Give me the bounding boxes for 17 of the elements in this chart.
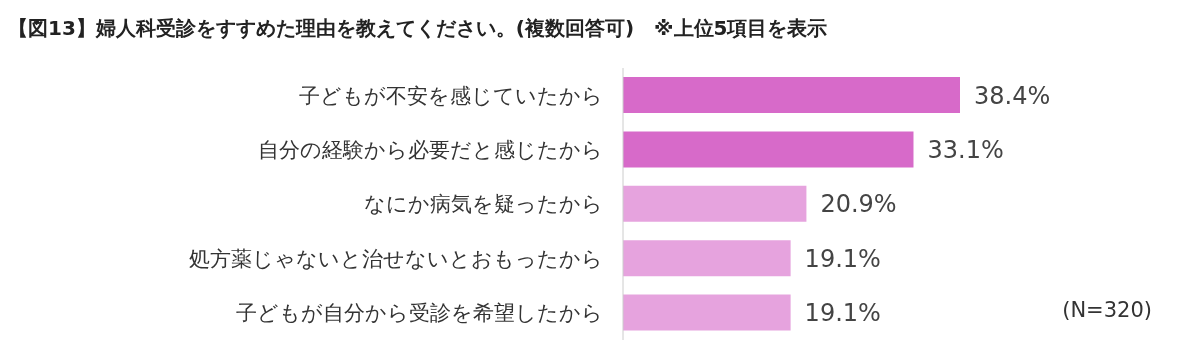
- data-label: 33.1%: [927, 135, 1004, 164]
- y-tick-label: 自分の経験から必要だと感じたから: [258, 138, 603, 163]
- text: 【図13】婦人科受診をすすめた理由を教えてください。(複数回答可) ※上位5項目を表示: [8, 15, 829, 42]
- bar: [623, 131, 914, 168]
- y-tick-label: 処方薬じゃないと治せないとおもったから: [189, 246, 603, 271]
- bar: [623, 77, 960, 113]
- bar: [623, 240, 791, 277]
- y-tick-label: 子どもが自分から受診を希望したから: [236, 301, 603, 326]
- text: (N=320): [1062, 298, 1152, 322]
- y-tick-label: 子どもが不安を感じていたから: [299, 83, 603, 108]
- data-label: 19.1%: [804, 299, 881, 328]
- bar: [623, 185, 807, 222]
- y-tick-label: なにか病気を疑ったから: [364, 192, 603, 217]
- data-label: 38.4%: [974, 81, 1051, 110]
- data-label: 19.1%: [804, 244, 881, 273]
- bar: [623, 294, 791, 331]
- data-label: 20.9%: [820, 190, 897, 219]
